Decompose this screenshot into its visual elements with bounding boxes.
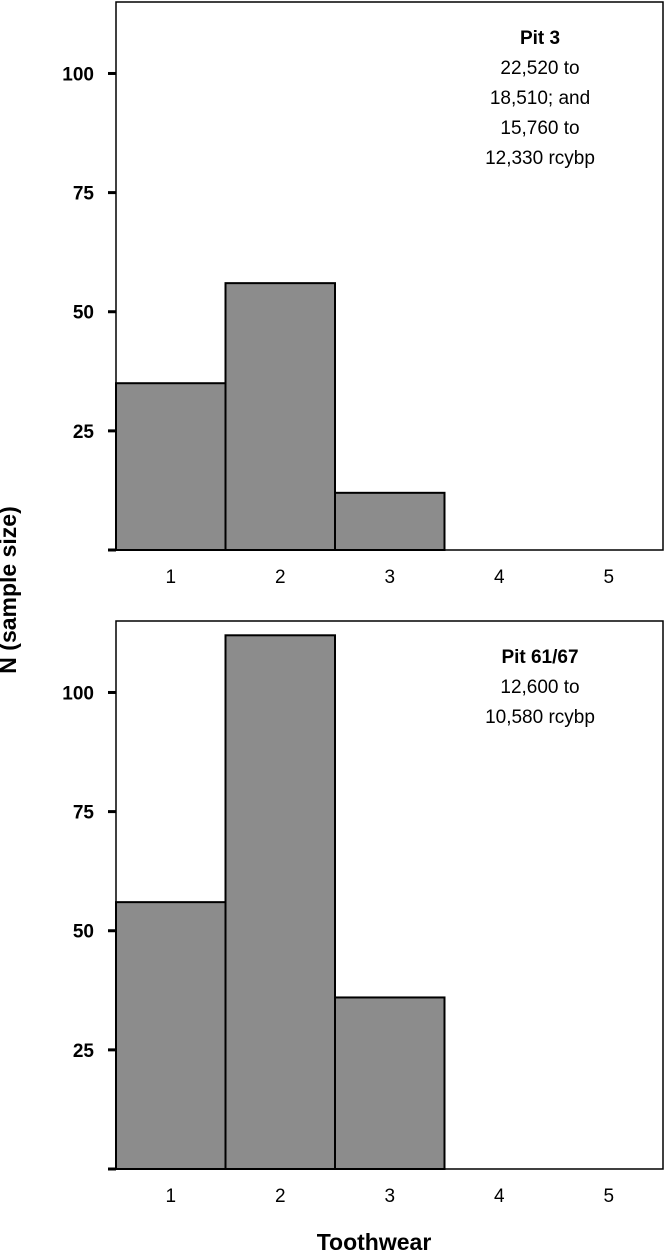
panel-annotation-line: 12,600 to [500,677,579,698]
panel-annotation-line: 10,580 rcybp [485,707,595,728]
chart-panel-2: 25 50 75 100 1 2 3 4 5 Pit 61/67 12,600 to 10,580 r… [62,620,664,1207]
x-tick-label: 3 [384,1186,395,1207]
y-tick-label: 75 [73,184,95,205]
bar-1 [115,901,227,1170]
bar-2 [224,634,336,1170]
panel-annotation-line: 18,510; and [490,88,590,109]
y-tick-label: 100 [62,683,94,704]
x-tick-label: 5 [603,567,614,588]
panel-annotation-line: 15,760 to [500,118,579,139]
x-tick-label: 3 [384,567,395,588]
bar-3 [334,996,446,1170]
y-tick-label: 50 [73,303,94,324]
x-tick-label: 4 [494,1186,505,1207]
y-tick-label: 25 [73,1041,95,1062]
y-tick-label: 75 [73,803,95,824]
plot-frame [115,1,664,551]
bar-2 [224,282,336,551]
chart-panel-1: 25 50 75 100 1 2 3 4 5 Pit 3 22,520 to 18,510; and 1… [62,1,664,588]
x-tick-label: 2 [275,1186,286,1207]
x-tick-label: 1 [165,1186,176,1207]
y-tick-label: 25 [73,422,95,443]
x-tick-label: 2 [275,567,286,588]
bar-3 [334,491,446,551]
x-tick-label: 5 [603,1186,614,1207]
plot-frame [115,620,664,1170]
x-tick-label: 1 [165,567,176,588]
panel-annotation-line: 12,330 rcybp [485,148,595,169]
panel-annotation-line: 22,520 to [500,58,579,79]
y-tick-label: 100 [62,64,94,85]
panel-title: Pit 3 [520,28,560,49]
panel-title: Pit 61/67 [501,647,578,668]
x-tick-label: 4 [494,567,505,588]
x-axis-label: Toothwear [317,1229,432,1255]
bar-1 [115,382,227,551]
y-tick-label: 50 [73,922,94,943]
y-axis-label: N (sample size) [0,506,21,673]
